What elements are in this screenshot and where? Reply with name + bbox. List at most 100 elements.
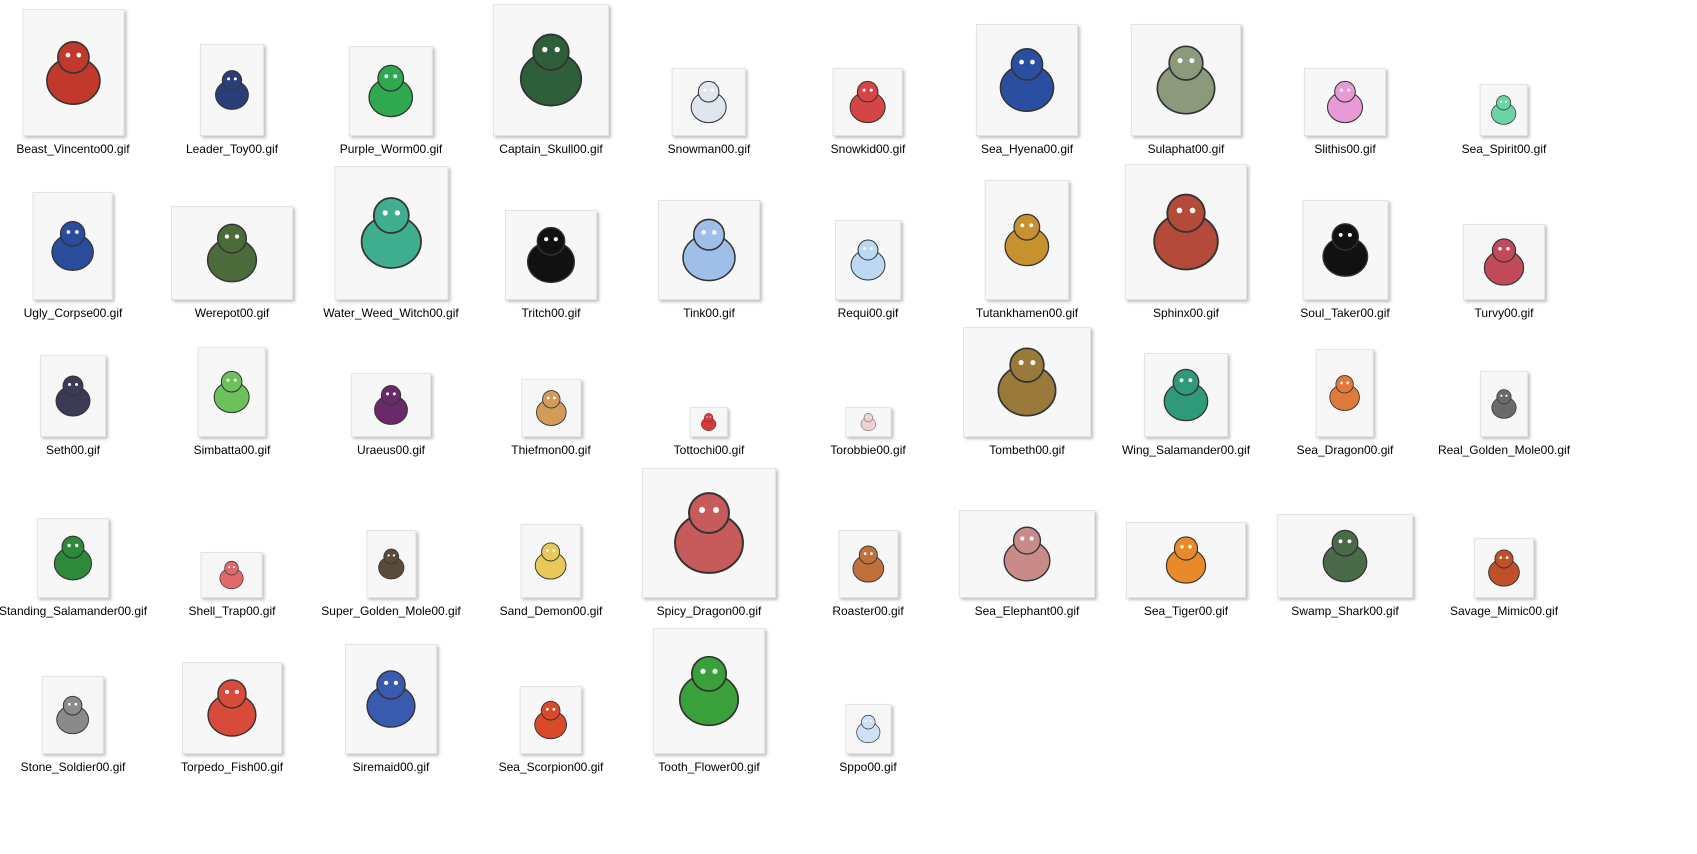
file-name-label[interactable]: Ugly_Corpse00.gif [23, 306, 123, 320]
file-item[interactable]: Sea_Spirit00.gif [1462, 84, 1546, 156]
file-item[interactable]: Sphinx00.gif [1125, 164, 1247, 320]
file-thumbnail[interactable] [21, 9, 124, 136]
file-item[interactable]: Ugly_Corpse00.gif [23, 192, 123, 320]
file-name-label[interactable]: Tutankhamen00.gif [975, 306, 1079, 320]
file-item[interactable]: Tooth_Flower00.gif [653, 628, 765, 774]
file-item[interactable]: Simbatta00.gif [193, 347, 271, 457]
file-item[interactable]: Leader_Toy00.gif [186, 44, 278, 156]
file-item[interactable]: Seth00.gif [40, 355, 106, 457]
file-item[interactable]: Snowkid00.gif [830, 68, 906, 156]
file-item[interactable]: Thiefmon00.gif [511, 379, 591, 457]
file-item[interactable]: Snowman00.gif [668, 68, 750, 156]
file-thumbnail[interactable] [345, 644, 437, 754]
file-item[interactable]: Sppo00.gif [839, 704, 897, 774]
file-name-label[interactable]: Tink00.gif [683, 306, 735, 320]
file-name-label[interactable]: Werepot00.gif [194, 306, 270, 320]
file-thumbnail[interactable] [976, 24, 1078, 136]
file-thumbnail[interactable] [1126, 522, 1246, 598]
file-name-label[interactable]: Torpedo_Fish00.gif [180, 760, 284, 774]
file-thumbnail[interactable] [838, 530, 898, 598]
file-name-label[interactable]: Tottochi00.gif [673, 443, 745, 457]
file-item[interactable]: Soul_Taker00.gif [1300, 200, 1390, 320]
file-thumbnail[interactable] [42, 676, 104, 754]
file-item[interactable]: Sea_Dragon00.gif [1296, 349, 1394, 457]
file-item[interactable]: Beast_Vincento00.gif [16, 9, 130, 156]
file-name-label[interactable]: Roaster00.gif [832, 604, 904, 618]
file-thumbnail[interactable] [1131, 24, 1241, 136]
file-name-label[interactable]: Soul_Taker00.gif [1300, 306, 1390, 320]
file-thumbnail[interactable] [200, 552, 263, 598]
file-name-label[interactable]: Stone_Soldier00.gif [20, 760, 126, 774]
file-name-label[interactable]: Sea_Hyena00.gif [980, 142, 1074, 156]
file-thumbnail[interactable] [835, 220, 901, 300]
file-item[interactable]: Uraeus00.gif [351, 373, 431, 457]
file-thumbnail[interactable] [40, 355, 106, 437]
file-thumbnail[interactable] [181, 662, 282, 754]
file-thumbnail[interactable] [505, 210, 597, 300]
file-item[interactable]: Standing_Salamander00.gif [0, 518, 147, 618]
file-name-label[interactable]: Purple_Worm00.gif [339, 142, 443, 156]
file-thumbnail[interactable] [1463, 224, 1545, 300]
file-item[interactable]: Super_Golden_Mole00.gif [321, 530, 461, 618]
file-name-label[interactable]: Savage_Mimic00.gif [1449, 604, 1559, 618]
file-thumbnail[interactable] [963, 327, 1091, 437]
file-thumbnail[interactable] [653, 628, 765, 754]
file-name-label[interactable]: Sea_Dragon00.gif [1296, 443, 1394, 457]
file-item[interactable]: Sea_Tiger00.gif [1126, 522, 1246, 618]
file-item[interactable]: Tottochi00.gif [673, 407, 745, 457]
file-thumbnail[interactable] [198, 347, 266, 437]
file-thumbnail[interactable] [493, 4, 609, 136]
file-item[interactable]: Captain_Skull00.gif [493, 4, 609, 156]
file-thumbnail[interactable] [984, 180, 1069, 300]
file-item[interactable]: Slithis00.gif [1304, 68, 1386, 156]
file-name-label[interactable]: Uraeus00.gif [356, 443, 426, 457]
file-item[interactable]: Sea_Hyena00.gif [976, 24, 1078, 156]
file-name-label[interactable]: Sppo00.gif [839, 760, 897, 774]
file-name-label[interactable]: Real_Golden_Mole00.gif [1437, 443, 1571, 457]
file-thumbnail[interactable] [690, 407, 728, 437]
file-thumbnail[interactable] [658, 200, 760, 300]
file-name-label[interactable]: Tooth_Flower00.gif [658, 760, 760, 774]
file-item[interactable]: Roaster00.gif [832, 530, 904, 618]
file-name-label[interactable]: Wing_Salamander00.gif [1121, 443, 1251, 457]
file-name-label[interactable]: Standing_Salamander00.gif [0, 604, 148, 618]
file-name-label[interactable]: Slithis00.gif [1314, 142, 1376, 156]
file-thumbnail[interactable] [1479, 84, 1528, 136]
file-thumbnail[interactable] [1474, 538, 1534, 598]
file-thumbnail[interactable] [1277, 514, 1413, 598]
file-item[interactable]: Purple_Worm00.gif [339, 46, 443, 156]
file-thumbnail[interactable] [1480, 371, 1528, 437]
file-thumbnail[interactable] [33, 192, 113, 300]
file-thumbnail[interactable] [642, 468, 776, 598]
file-thumbnail[interactable] [520, 686, 582, 754]
file-name-label[interactable]: Thiefmon00.gif [511, 443, 591, 457]
file-item[interactable]: Swamp_Shark00.gif [1277, 514, 1413, 618]
file-thumbnail[interactable] [959, 510, 1095, 598]
file-item[interactable]: Torobbie00.gif [830, 407, 906, 457]
file-name-label[interactable]: Sea_Elephant00.gif [974, 604, 1080, 618]
file-item[interactable]: Turvy00.gif [1463, 224, 1545, 320]
file-item[interactable]: Savage_Mimic00.gif [1450, 538, 1558, 618]
file-name-label[interactable]: Leader_Toy00.gif [185, 142, 279, 156]
file-thumbnail[interactable] [351, 373, 431, 437]
file-name-label[interactable]: Simbatta00.gif [193, 443, 271, 457]
file-name-label[interactable]: Torobbie00.gif [830, 443, 906, 457]
file-thumbnail[interactable] [36, 518, 109, 598]
file-name-label[interactable]: Seth00.gif [45, 443, 101, 457]
file-thumbnail[interactable] [334, 166, 448, 300]
file-item[interactable]: Water_Weed_Witch00.gif [323, 166, 459, 320]
file-thumbnail[interactable] [844, 704, 891, 754]
file-name-label[interactable]: Sand_Demon00.gif [499, 604, 603, 618]
file-item[interactable]: Shell_Trap00.gif [189, 552, 275, 618]
file-name-label[interactable]: Sphinx00.gif [1152, 306, 1220, 320]
file-item[interactable]: Sulaphat00.gif [1131, 24, 1241, 156]
file-name-label[interactable]: Tombeth00.gif [989, 443, 1065, 457]
file-item[interactable]: Tombeth00.gif [963, 327, 1091, 457]
file-thumbnail[interactable] [366, 530, 416, 598]
file-name-label[interactable]: Beast_Vincento00.gif [16, 142, 130, 156]
file-item[interactable]: Stone_Soldier00.gif [20, 676, 126, 774]
file-name-label[interactable]: Snowkid00.gif [830, 142, 906, 156]
file-item[interactable]: Sea_Scorpion00.gif [499, 686, 603, 774]
file-item[interactable]: Sea_Elephant00.gif [959, 510, 1095, 618]
file-item[interactable]: Tutankhamen00.gif [976, 180, 1078, 320]
